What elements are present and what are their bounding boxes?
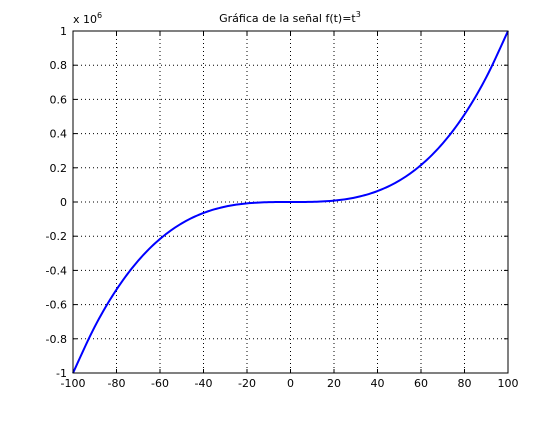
x-tick-label: 20 bbox=[327, 377, 341, 390]
x-tick-label: 60 bbox=[414, 377, 428, 390]
x-tick-label: 80 bbox=[458, 377, 472, 390]
y-tick-label: 1 bbox=[60, 25, 67, 38]
y-tick-label: -0.4 bbox=[46, 264, 67, 277]
x-tick-label: 0 bbox=[287, 377, 294, 390]
y-tick-label: 0.2 bbox=[50, 162, 68, 175]
y-tick-label: 0 bbox=[60, 196, 67, 209]
grid-lines bbox=[73, 31, 508, 373]
x-tick-label: 40 bbox=[371, 377, 385, 390]
y-tick-label: 0.4 bbox=[50, 128, 68, 141]
y-tick-labels: -1 -0.8 -0.6 -0.4 -0.2 0 0.2 0.4 0.6 0.8 1 bbox=[46, 25, 67, 380]
chart-title-text: Gráfica de la señal f(t)=t bbox=[219, 12, 356, 25]
x-tick-label: -20 bbox=[238, 377, 256, 390]
y-multiplier-base: x 10 bbox=[73, 13, 97, 26]
y-tick-label: -1 bbox=[56, 367, 67, 380]
chart-title: Gráfica de la señal f(t)=t3 bbox=[219, 10, 361, 25]
x-tick-label: -40 bbox=[195, 377, 213, 390]
x-tick-label: -100 bbox=[61, 377, 86, 390]
y-multiplier-label: x 106 bbox=[73, 11, 102, 26]
x-tick-label: 100 bbox=[498, 377, 519, 390]
y-tick-label: -0.8 bbox=[46, 333, 67, 346]
y-tick-label: -0.6 bbox=[46, 299, 67, 312]
y-tick-label: 0.8 bbox=[50, 59, 68, 72]
y-tick-label: 0.6 bbox=[50, 93, 68, 106]
y-multiplier-exponent: 6 bbox=[97, 11, 102, 20]
series-line bbox=[72, 30, 509, 374]
tick-marks bbox=[72, 30, 509, 374]
chart-title-superscript: 3 bbox=[356, 10, 361, 19]
y-tick-label: -0.2 bbox=[46, 230, 67, 243]
x-tick-label: -60 bbox=[151, 377, 169, 390]
x-tick-labels: -100 -80 -60 -40 -20 0 20 40 60 80 100 bbox=[61, 377, 519, 390]
series-layer bbox=[72, 30, 509, 374]
x-tick-label: -80 bbox=[108, 377, 126, 390]
